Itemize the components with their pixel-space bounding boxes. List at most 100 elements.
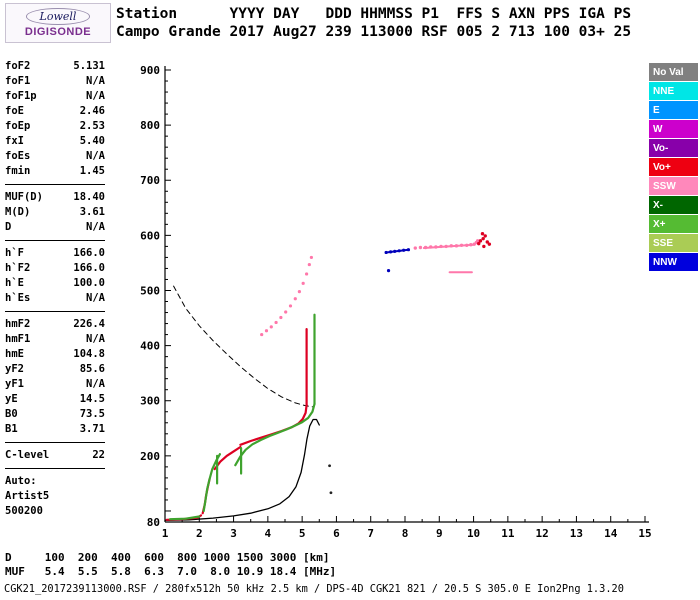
param-value: 5.40 <box>79 135 105 147</box>
param-value: 3.71 <box>79 423 105 435</box>
param-row-hf2: h`F2 166.0 <box>5 261 105 276</box>
svg-text:14: 14 <box>604 527 618 540</box>
param-row-foep: foEp 2.53 <box>5 119 105 134</box>
param-row-artist5: Artist5 <box>5 489 105 504</box>
lowell-logo-oval: Lowell <box>25 8 91 25</box>
param-label: C-level <box>5 449 50 461</box>
brand-product: DIGISONDE <box>24 26 92 38</box>
legend-item-no-val: No Val <box>649 63 698 81</box>
svg-text:4: 4 <box>265 527 272 540</box>
param-row-b1: B1 3.71 <box>5 422 105 437</box>
param-row-md: M(D) 3.61 <box>5 205 105 220</box>
svg-text:500: 500 <box>140 284 160 297</box>
param-value: 85.6 <box>79 363 105 375</box>
param-label: Auto: <box>5 475 37 487</box>
legend-item-x-: X- <box>649 196 698 214</box>
param-row-foes: foEs N/A <box>5 149 105 164</box>
param-value: N/A <box>86 221 105 233</box>
panel-separator <box>5 311 105 312</box>
param-value: N/A <box>86 378 105 390</box>
svg-text:3: 3 <box>230 527 237 540</box>
legend-item-w: W <box>649 120 698 138</box>
param-row-ye: yE 14.5 <box>5 392 105 407</box>
param-value: 104.8 <box>73 348 105 360</box>
param-label: Artist5 <box>5 490 50 502</box>
svg-text:10: 10 <box>467 527 480 540</box>
param-row-yf1: yF1 N/A <box>5 377 105 392</box>
panel-separator <box>5 468 105 469</box>
param-value: N/A <box>86 333 105 345</box>
param-value: 22 <box>92 449 105 461</box>
param-label: foF2 <box>5 60 31 72</box>
param-label: hmF2 <box>5 318 31 330</box>
param-label: M(D) <box>5 206 31 218</box>
param-label: h`E <box>5 277 24 289</box>
param-row-clevel: C-level 22 <box>5 448 105 463</box>
panel-separator <box>5 442 105 443</box>
param-value: 166.0 <box>73 262 105 274</box>
muf-row: MUF 5.4 5.5 5.8 6.3 7.0 8.0 10.9 18.4 [M… <box>5 565 337 578</box>
param-value: 5.131 <box>73 60 105 72</box>
param-row-d: D N/A <box>5 220 105 235</box>
direction-legend: No Val NNE E W Vo- Vo+ SSW X- X+ SSE NNW <box>649 63 698 272</box>
param-label: hmE <box>5 348 24 360</box>
svg-text:6: 6 <box>333 527 340 540</box>
param-label: foEp <box>5 120 31 132</box>
param-row-b0: B0 73.5 <box>5 407 105 422</box>
param-row-fof2: foF2 5.131 <box>5 59 105 74</box>
param-value: N/A <box>86 292 105 304</box>
param-row-hes: h`Es N/A <box>5 291 105 306</box>
param-value: 14.5 <box>79 393 105 405</box>
param-value: 100.0 <box>73 277 105 289</box>
svg-text:12: 12 <box>536 527 549 540</box>
svg-text:5: 5 <box>299 527 306 540</box>
param-row-he: h`E 100.0 <box>5 276 105 291</box>
svg-text:2: 2 <box>196 527 203 540</box>
param-value: 1.45 <box>79 165 105 177</box>
svg-text:900: 900 <box>140 64 160 77</box>
param-row-foe: foE 2.46 <box>5 104 105 119</box>
param-label: hmF1 <box>5 333 31 345</box>
param-value: N/A <box>86 150 105 162</box>
panel-separator <box>5 184 105 185</box>
svg-text:800: 800 <box>140 119 160 132</box>
param-row-fof1: foF1 N/A <box>5 74 105 89</box>
param-label: yF2 <box>5 363 24 375</box>
param-row-auto: Auto: <box>5 474 105 489</box>
svg-text:300: 300 <box>140 395 160 408</box>
header-line-2: Campo Grande 2017 Aug27 239 113000 RSF 0… <box>116 24 632 40</box>
legend-item-vo-: Vo- <box>649 139 698 157</box>
param-label: fxI <box>5 135 24 147</box>
header-line-1: Station YYYY DAY DDD HHMMSS P1 FFS S AXN… <box>116 6 632 22</box>
svg-text:11: 11 <box>501 527 515 540</box>
ionogram-plot: 1 2 3 4 5 6 7 8 9 10 11 12 13 14 159008007006005004003… <box>140 64 652 540</box>
param-row-mufd: MUF(D) 18.40 <box>5 190 105 205</box>
param-row-500200: 500200 <box>5 504 105 519</box>
legend-item-e: E <box>649 101 698 119</box>
legend-item-vo-: Vo+ <box>649 158 698 176</box>
param-label: foE <box>5 105 24 117</box>
param-value: N/A <box>86 75 105 87</box>
param-label: foEs <box>5 150 31 162</box>
param-row-yf2: yF2 85.6 <box>5 362 105 377</box>
param-value: 3.61 <box>79 206 105 218</box>
legend-item-nnw: NNW <box>649 253 698 271</box>
param-label: yF1 <box>5 378 24 390</box>
parameter-panel: foF2 5.131 foF1 N/A foF1p N/A foE 2.46 foEp 2.53 f… <box>5 59 105 519</box>
svg-text:200: 200 <box>140 450 160 463</box>
panel-separator <box>5 240 105 241</box>
legend-item-x-: X+ <box>649 215 698 233</box>
param-label: h`F2 <box>5 262 31 274</box>
legend-item-sse: SSE <box>649 234 698 252</box>
param-label: B0 <box>5 408 18 420</box>
param-row-fmin: fmin 1.45 <box>5 164 105 179</box>
svg-text:7: 7 <box>367 527 374 540</box>
param-value: 166.0 <box>73 247 105 259</box>
svg-text:80: 80 <box>147 516 160 529</box>
lowell-logo: Lowell DIGISONDE <box>5 3 111 43</box>
svg-text:13: 13 <box>570 527 583 540</box>
param-label: B1 <box>5 423 18 435</box>
param-value: 18.40 <box>73 191 105 203</box>
distance-row: D 100 200 400 600 800 1000 1500 3000 [km… <box>5 551 330 564</box>
